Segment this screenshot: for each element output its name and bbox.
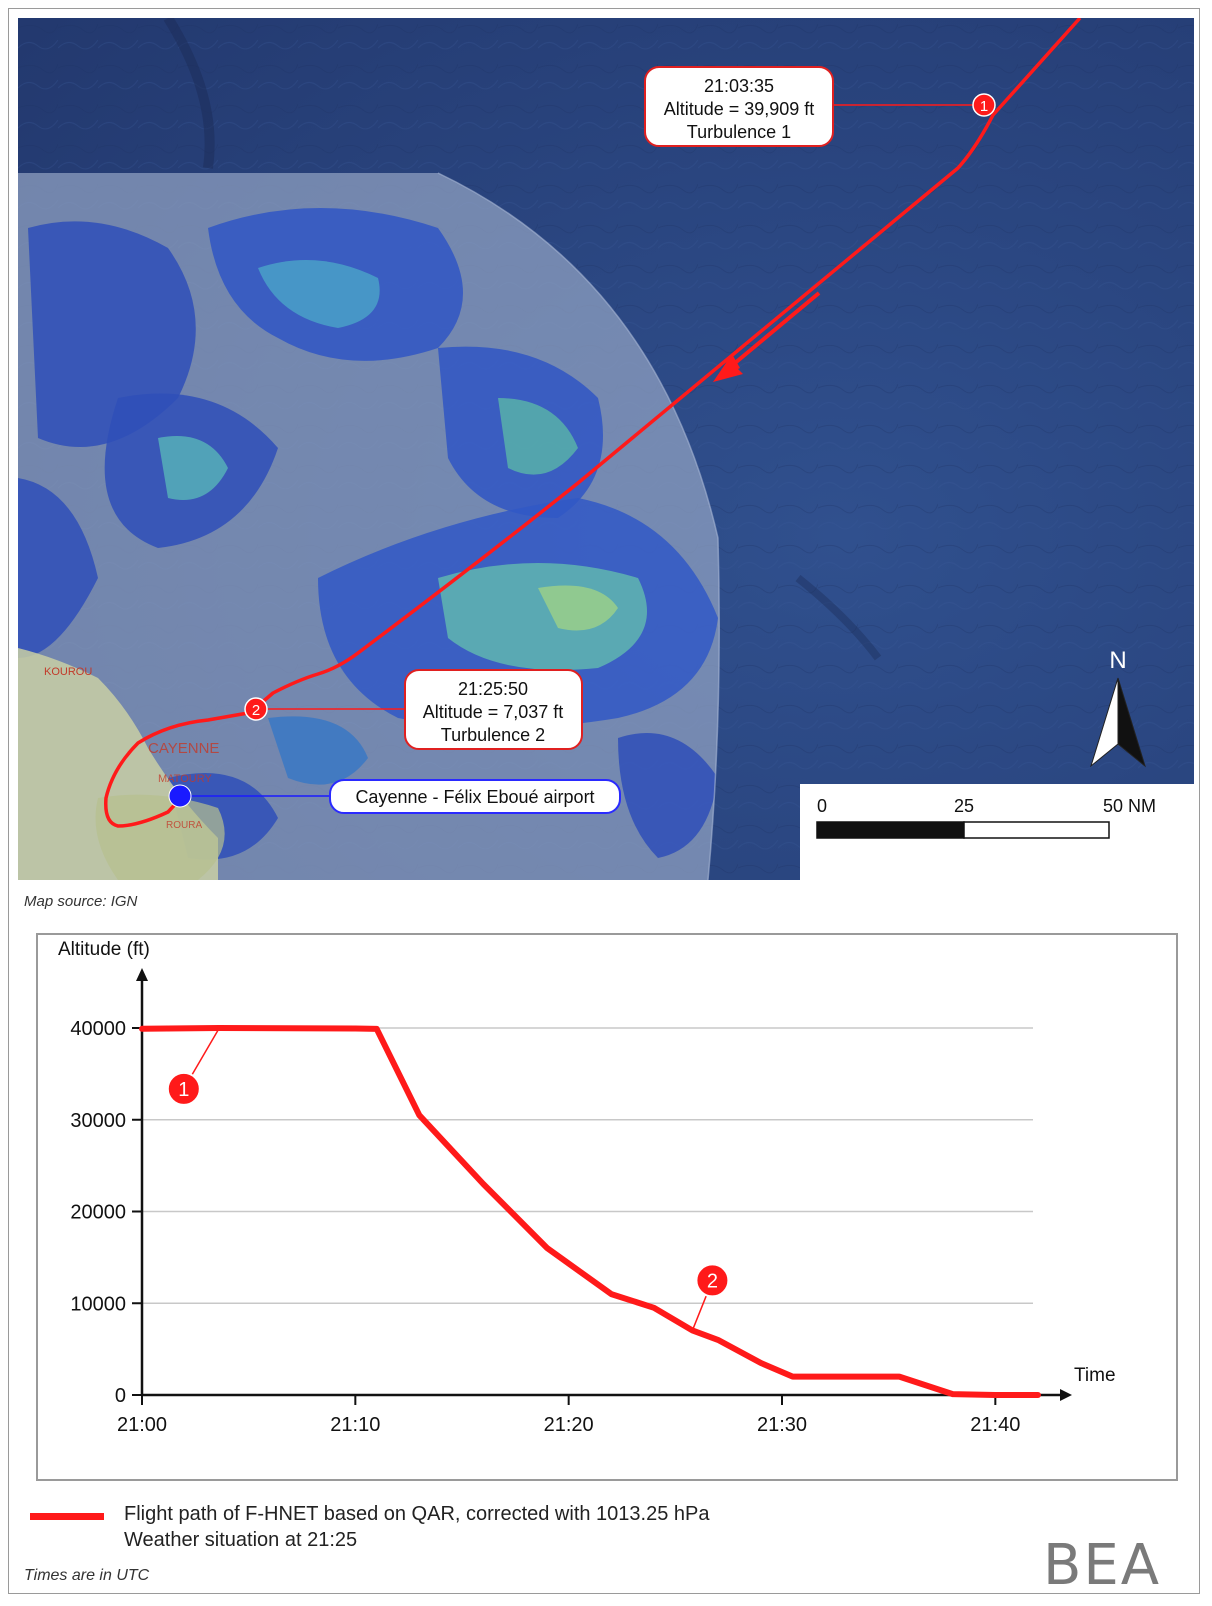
place-label-roura: ROURA	[166, 820, 202, 831]
place-label-matoury: MATOURY	[158, 773, 212, 785]
altitude-series-line	[139, 1025, 1041, 1398]
turbulence-1-marker	[972, 93, 996, 117]
map-panel: KOUROU CAYENNE MATOURY ROURA 1 21:03:35 …	[18, 18, 1194, 880]
turbulence-2-label: Turbulence 2	[441, 725, 545, 745]
y-tick-label: 40000	[70, 1018, 126, 1040]
turbulence-2-marker	[244, 697, 268, 721]
airport-label: Cayenne - Félix Eboué airport	[355, 787, 594, 807]
x-tick-label: 21:00	[117, 1414, 167, 1436]
turbulence-2-time: 21:25:50	[458, 679, 528, 699]
x-tick-label: 21:40	[970, 1414, 1020, 1436]
turbulence-1-callout	[644, 66, 834, 147]
times-note: Times are in UTC	[24, 1567, 150, 1584]
turbulence-1-label: Turbulence 1	[687, 122, 791, 142]
airport-callout	[329, 779, 621, 814]
place-label-cayenne: CAYENNE	[148, 740, 219, 757]
legend-line-2: Weather situation at 21:25	[124, 1529, 358, 1551]
x-tick-label: 21:10	[330, 1414, 380, 1436]
altitude-chart: Altitude (ft) Time 0 10000 20000 30000 40000…	[58, 939, 1116, 1436]
scale-label-25: 25	[954, 796, 974, 816]
y-tick-label: 10000	[70, 1293, 126, 1315]
map-source-note: Map source: IGN	[24, 893, 138, 910]
north-arrow-icon	[1090, 677, 1146, 768]
y-tick-label: 0	[115, 1385, 126, 1407]
y-axis-title: Altitude (ft)	[58, 939, 150, 960]
turbulence-marker-badge	[695, 1263, 730, 1298]
turbulence-2-altitude: Altitude = 7,037 ft	[423, 702, 564, 722]
flight-path-line	[104, 18, 1082, 828]
y-tick-label: 30000	[70, 1110, 126, 1132]
y-tick-label: 20000	[70, 1202, 126, 1224]
scale-bar-black	[816, 821, 965, 839]
legend-line-1: Flight path of F-HNET based on QAR, corr…	[124, 1503, 710, 1525]
turbulence-marker-badge	[166, 1071, 201, 1106]
altitude-chart-panel: Altitude (ft) Time 0 10000 20000 30000 40000…	[36, 933, 1178, 1481]
x-tick-label: 21:30	[757, 1414, 807, 1436]
scale-label-50: 50 NM	[1103, 796, 1156, 816]
map-canvas: KOUROU CAYENNE MATOURY ROURA 1 21:03:35 …	[18, 18, 1194, 880]
place-label-kourou: KOUROU	[44, 666, 92, 678]
turbulence-marker-label: 1	[178, 1079, 189, 1101]
legend-flight-path-swatch	[30, 1513, 104, 1520]
x-tick-label: 21:20	[544, 1414, 594, 1436]
x-axis-title: Time	[1074, 1365, 1116, 1386]
weather-radar-overlay	[18, 173, 720, 880]
turbulence-marker-label: 2	[707, 1270, 718, 1292]
scale-bar-white	[963, 821, 1110, 839]
page-frame	[8, 8, 1200, 1594]
scale-label-0: 0	[817, 796, 827, 816]
direction-arrow	[721, 291, 821, 375]
turbulence-1-altitude: Altitude = 39,909 ft	[664, 99, 815, 119]
svg-text:2: 2	[252, 702, 260, 719]
airport-marker	[168, 784, 192, 808]
svg-text:1: 1	[980, 98, 988, 115]
turbulence-2-callout	[404, 669, 583, 750]
turbulence-1-time: 21:03:35	[704, 76, 774, 96]
north-label: N	[1109, 647, 1126, 674]
legend-text: Flight path of F-HNET based on QAR, corr…	[124, 1501, 710, 1553]
bea-logo: BEA	[1043, 1533, 1162, 1598]
